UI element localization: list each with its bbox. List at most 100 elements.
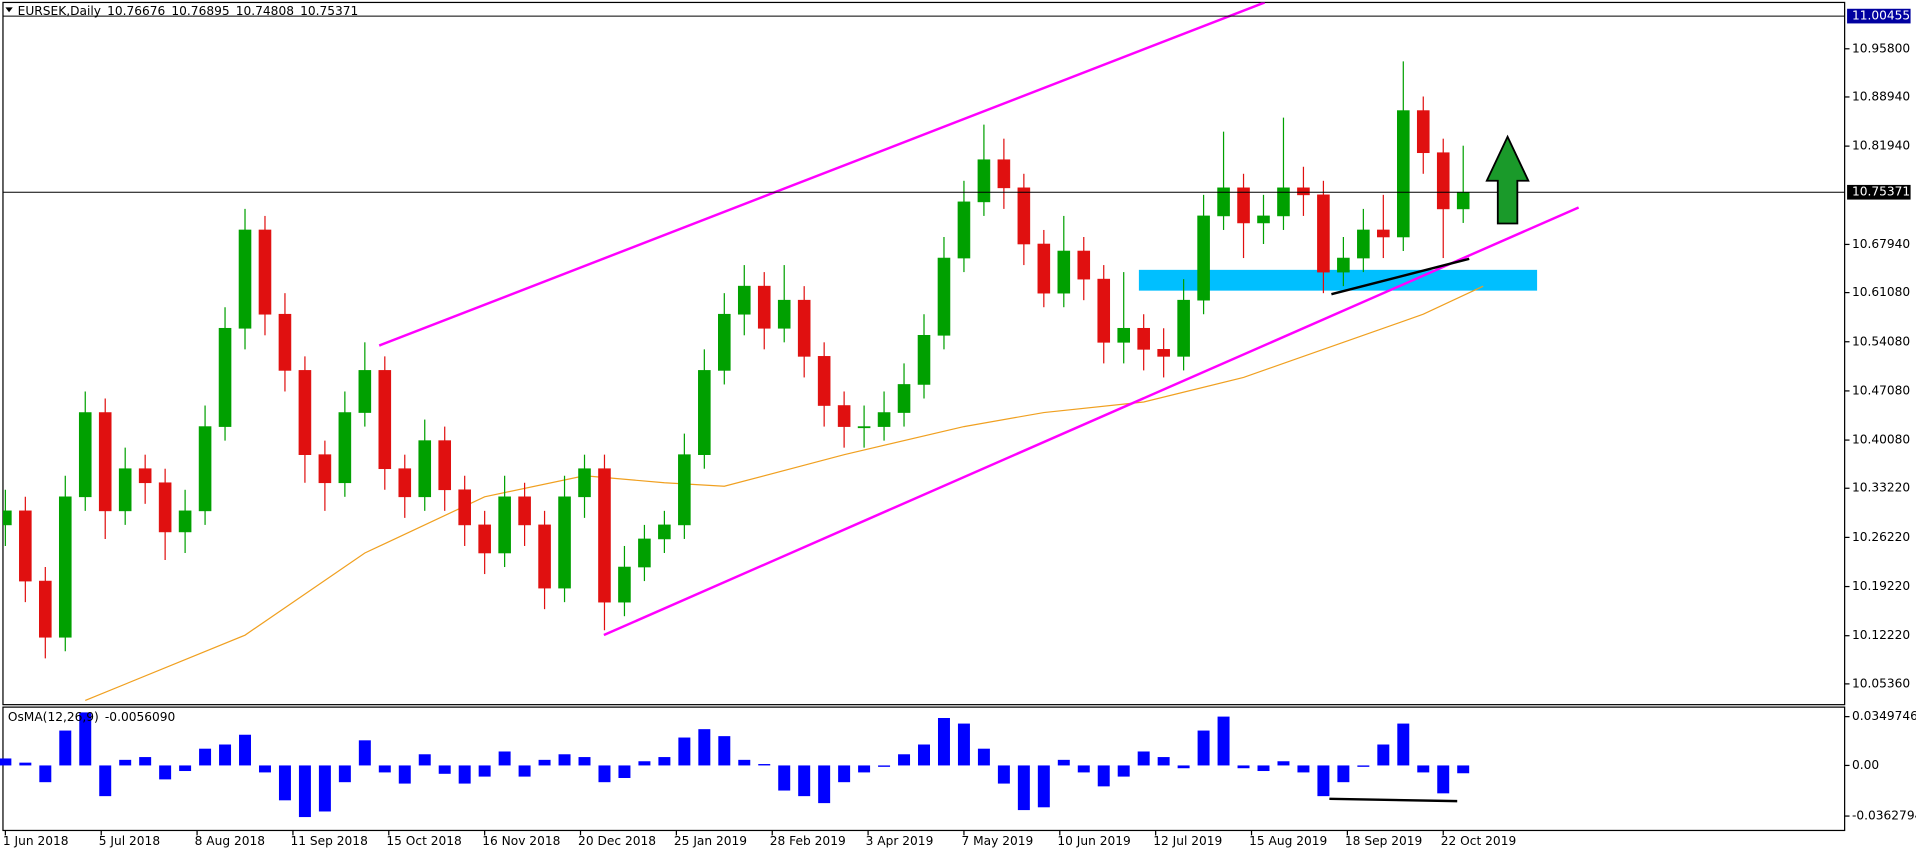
x-tick-label: 12 Jul 2019	[1153, 834, 1222, 848]
candle-body	[518, 496, 531, 526]
osma-bar	[618, 765, 631, 778]
candle-body	[58, 496, 72, 638]
osma-bar	[318, 765, 331, 812]
y-tick-label: 10.88940	[1852, 89, 1910, 103]
x-tick-label: 16 Nov 2018	[482, 834, 560, 848]
osma-bar	[1377, 744, 1390, 766]
osma-bar	[898, 754, 911, 766]
candle-body	[1137, 327, 1150, 350]
y-tick-label: 10.95800	[1852, 41, 1910, 55]
price-label-bg	[1847, 184, 1911, 200]
osma-bar	[977, 748, 990, 766]
osma-bar	[199, 748, 212, 766]
candle-body	[178, 510, 192, 533]
osma-bar	[358, 740, 371, 766]
osma-bar	[1297, 765, 1310, 773]
trendline	[378, 2, 1266, 347]
osma-bar	[1197, 730, 1210, 766]
symbol: EURSEK,Daily	[18, 3, 101, 17]
main-layer	[2, 2, 1580, 702]
y-tick-label: 10.47080	[1852, 383, 1910, 397]
osma-bar	[678, 737, 691, 766]
x-tick-label: 18 Sep 2019	[1345, 834, 1422, 848]
osma-bar	[258, 765, 271, 773]
osma-bar	[957, 723, 970, 766]
osma-bar	[0, 758, 12, 766]
x-tick-label: 15 Oct 2018	[386, 834, 461, 848]
osma-bar	[658, 757, 671, 766]
candle-body	[538, 524, 551, 589]
osma-bar	[638, 761, 651, 766]
osma-bar	[478, 765, 491, 777]
candle-body	[977, 159, 991, 203]
candle-body	[1436, 152, 1450, 210]
x-tick-label: 10 Jun 2019	[1057, 834, 1130, 848]
header-icon	[5, 7, 13, 13]
osma-bar	[278, 765, 291, 801]
osma-bar	[99, 765, 112, 797]
osma-bar	[159, 765, 172, 780]
candle-body	[19, 510, 32, 582]
candle-body	[398, 468, 412, 498]
osma-bar	[179, 765, 192, 772]
osma-bar	[838, 765, 851, 783]
ohlc-open: 10.76676	[107, 3, 165, 17]
osma-bar	[418, 754, 431, 766]
y-tick-label: 10.67940	[1852, 237, 1910, 251]
osma-bar	[578, 757, 591, 766]
candle-body	[757, 285, 771, 329]
x-tick-label: 15 Aug 2019	[1249, 834, 1327, 848]
y-tick-label: 10.12220	[1852, 628, 1910, 642]
candle-body	[1197, 215, 1210, 301]
osma-bar	[518, 765, 531, 777]
ohlc-high: 10.76895	[171, 3, 229, 17]
osma-bar	[39, 765, 52, 783]
y-tick-label: 10.61080	[1852, 285, 1910, 299]
candle-body	[957, 201, 971, 259]
candle-body	[578, 468, 591, 498]
osma-bar	[558, 754, 571, 766]
osma-pane	[2, 706, 1846, 832]
candle-body	[857, 426, 871, 429]
candle-body	[1217, 187, 1230, 217]
candle-body	[1297, 187, 1310, 196]
candle-body	[378, 370, 392, 470]
osma-trendline	[1329, 797, 1458, 803]
x-tick-label: 25 Jan 2019	[674, 834, 747, 848]
osma-bar	[139, 757, 152, 766]
candle-body	[1057, 250, 1071, 294]
candle-body	[278, 313, 292, 371]
osma-bar	[59, 730, 72, 766]
candle-body	[138, 468, 152, 484]
candle-body	[258, 229, 272, 315]
price-label: 11.00455	[1852, 9, 1910, 23]
main-pane	[2, 1, 1846, 706]
y-tick-label: 10.81940	[1852, 139, 1910, 153]
candle-body	[98, 412, 112, 512]
osma-bar	[858, 765, 871, 773]
support-zone	[1138, 269, 1538, 291]
osma-bar	[997, 765, 1010, 784]
osma-bar	[1277, 761, 1290, 766]
candle-body	[558, 496, 571, 589]
osma-tick-label: 0.0349746	[1852, 709, 1916, 723]
osma-bar	[937, 717, 950, 766]
y-tick-label: 10.40080	[1852, 433, 1910, 447]
osma-bar	[738, 759, 751, 766]
candle-body	[678, 454, 691, 526]
candle-body	[777, 299, 791, 329]
candle-body	[917, 334, 931, 385]
candle-body	[198, 426, 212, 512]
candle-body	[418, 440, 432, 498]
candle-body	[837, 405, 851, 427]
osma-header: OsMA(12,26,9) -0.0056090	[8, 709, 175, 723]
osma-name: OsMA(12,26,9)	[8, 709, 99, 723]
osma-bar	[1417, 765, 1430, 773]
osma-bar	[79, 712, 92, 766]
osma-current: -0.0056090	[105, 709, 175, 723]
osma-bar	[338, 765, 351, 783]
osma-bar	[239, 734, 252, 766]
